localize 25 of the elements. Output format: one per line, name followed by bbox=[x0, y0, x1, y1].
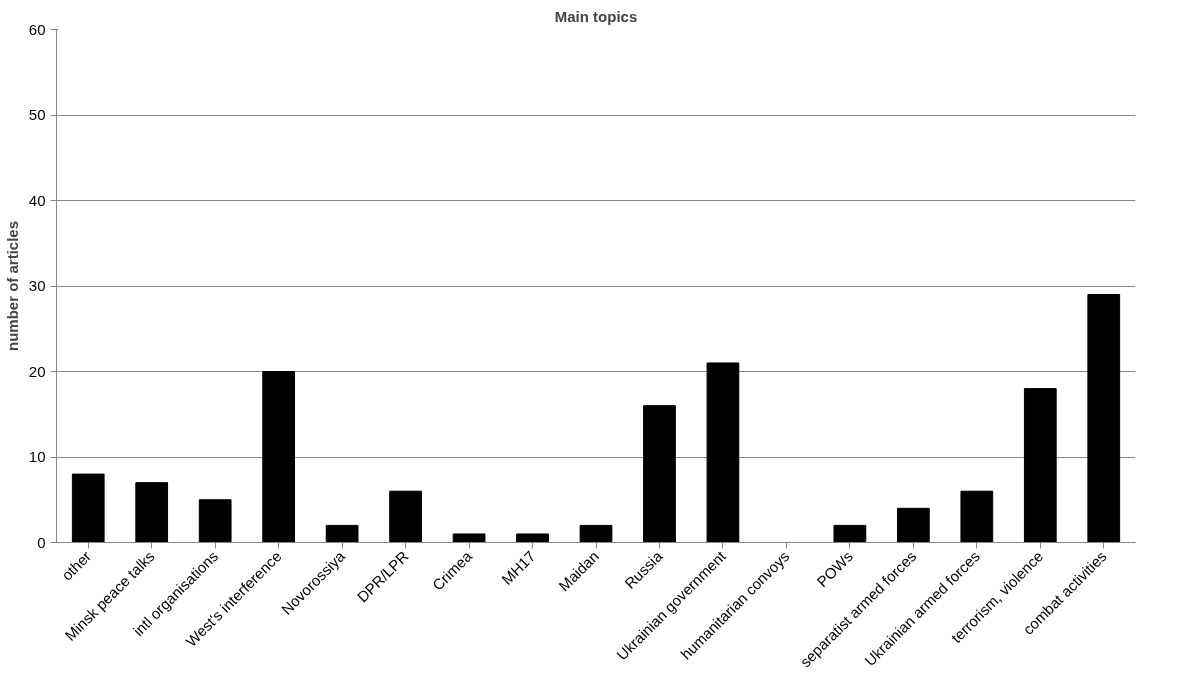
bar bbox=[643, 405, 676, 543]
y-tick-label: 20 bbox=[28, 362, 46, 380]
bar bbox=[135, 482, 169, 543]
bar bbox=[452, 533, 486, 543]
bar bbox=[71, 473, 105, 543]
bar bbox=[833, 524, 867, 543]
y-tick-label: 10 bbox=[28, 448, 46, 465]
y-tick-label: 0 bbox=[37, 533, 46, 551]
bar bbox=[389, 490, 422, 543]
bar bbox=[579, 524, 613, 543]
bar bbox=[262, 371, 296, 543]
y-axis-title: number of articles bbox=[3, 220, 21, 352]
chart-title: Main topics bbox=[554, 7, 638, 25]
y-tick-label: 50 bbox=[28, 106, 46, 123]
y-tick-label: 60 bbox=[28, 20, 46, 38]
bar bbox=[516, 533, 549, 543]
bar bbox=[896, 507, 930, 543]
bar bbox=[960, 490, 994, 543]
bar bbox=[325, 524, 359, 543]
bar bbox=[1023, 388, 1057, 543]
bar bbox=[1087, 294, 1121, 543]
bar bbox=[706, 362, 740, 543]
y-tick-label: 30 bbox=[28, 277, 46, 294]
bar bbox=[198, 499, 232, 543]
y-tick-label: 40 bbox=[28, 191, 46, 209]
